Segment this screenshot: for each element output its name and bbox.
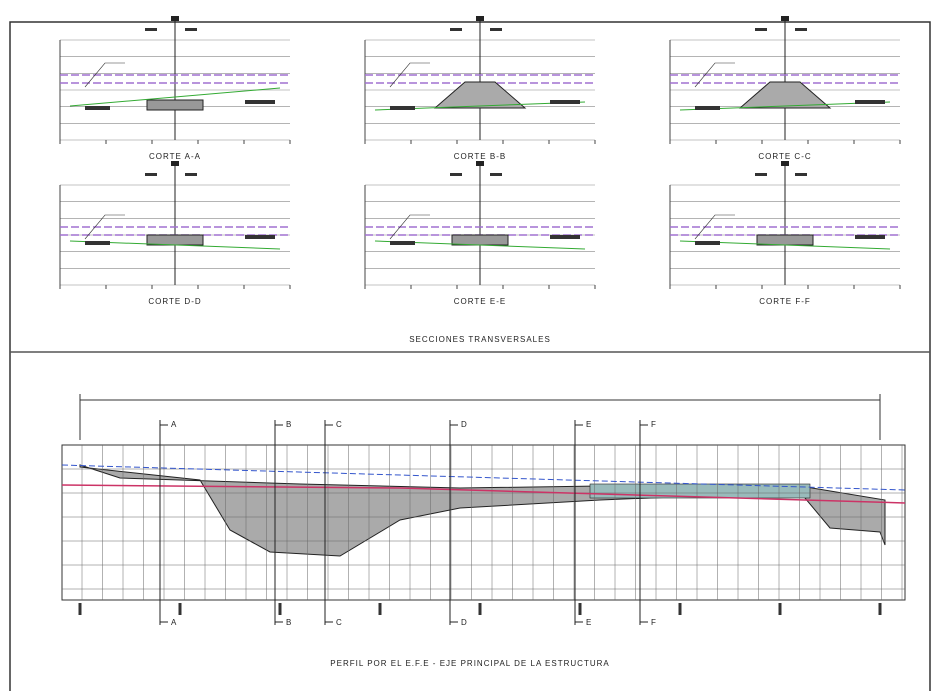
ground-patch: [245, 235, 275, 239]
ground-patch: [85, 241, 110, 245]
dim: [490, 173, 502, 176]
cross-section: CORTE C-C: [669, 16, 901, 161]
ground-patch: [695, 106, 720, 110]
dim: [795, 173, 807, 176]
sections: CORTE A-A CORTE B-B CORTE C-C CORTE D-D CORT…: [59, 16, 901, 306]
marker-label: F: [651, 618, 657, 627]
embankment: [146, 234, 204, 246]
profile: A A B B C C D D E E F F: [61, 394, 906, 627]
design-line: [61, 484, 906, 504]
section-label: CORTE D-D: [148, 297, 201, 306]
dim: [755, 173, 767, 176]
dim: [795, 28, 807, 31]
dim: [450, 28, 462, 31]
ground-patch: [550, 100, 580, 104]
embankment: [451, 234, 509, 246]
center-tag: [171, 16, 179, 21]
center-tag: [476, 16, 484, 21]
profile-title: PERFIL POR EL E.F.E - EJE PRINCIPAL DE L…: [330, 659, 609, 668]
dim: [490, 28, 502, 31]
marker-label: B: [286, 420, 292, 429]
marker-label: B: [286, 618, 292, 627]
dim: [145, 28, 157, 31]
station-tick: [78, 603, 82, 615]
center-tag: [781, 16, 789, 21]
marker-label: E: [586, 420, 592, 429]
station-tick: [778, 603, 782, 615]
marker-label: F: [651, 420, 657, 429]
marker-label: D: [461, 618, 468, 627]
ground-patch: [695, 241, 720, 245]
sections-title: SECCIONES TRANSVERSALES: [409, 335, 551, 344]
embankment: [756, 234, 814, 246]
frame: [61, 444, 906, 601]
cross-section: CORTE E-E: [364, 161, 596, 306]
embankment: [738, 81, 832, 109]
terrain: [69, 87, 281, 107]
ground-patch: [855, 235, 885, 239]
cross-section: CORTE D-D: [59, 161, 291, 306]
center-tag: [171, 161, 179, 166]
sheet-border: [9, 21, 931, 691]
dim: [145, 173, 157, 176]
callout: [389, 214, 430, 240]
ground-patch: [390, 106, 415, 110]
callout: [84, 62, 125, 88]
dim: [755, 28, 767, 31]
ground-patch: [390, 241, 415, 245]
callout: [694, 214, 735, 240]
marker-label: C: [336, 420, 343, 429]
section-label: CORTE A-A: [149, 152, 201, 161]
ground-patch: [855, 100, 885, 104]
marker-label: E: [586, 618, 592, 627]
water-line: [61, 464, 906, 491]
dim: [185, 173, 197, 176]
marker-label: C: [336, 618, 343, 627]
center-tag: [781, 161, 789, 166]
callout: [389, 62, 430, 88]
dim: [450, 173, 462, 176]
station-tick: [478, 603, 482, 615]
callout: [694, 62, 735, 88]
embankment: [433, 81, 527, 109]
cross-section: CORTE F-F: [669, 161, 901, 306]
station-tick: [278, 603, 282, 615]
marker-label: A: [171, 420, 177, 429]
section-label: CORTE F-F: [759, 297, 811, 306]
callout: [84, 214, 125, 240]
cross-section: CORTE B-B: [364, 16, 596, 161]
marker-label: A: [171, 618, 177, 627]
station-tick: [878, 603, 882, 615]
marker-label: D: [461, 420, 468, 429]
station-tick: [378, 603, 382, 615]
center-tag: [476, 161, 484, 166]
ground-patch: [85, 106, 110, 110]
station-tick: [578, 603, 582, 615]
station-tick: [178, 603, 182, 615]
section-label: CORTE E-E: [454, 297, 506, 306]
structure: [589, 483, 811, 499]
cross-section: CORTE A-A: [59, 16, 291, 161]
embankment: [146, 99, 204, 111]
dim: [185, 28, 197, 31]
ground-patch: [245, 100, 275, 104]
station-tick: [678, 603, 682, 615]
section-label: CORTE C-C: [758, 152, 811, 161]
section-label: CORTE B-B: [454, 152, 506, 161]
ground-patch: [550, 235, 580, 239]
